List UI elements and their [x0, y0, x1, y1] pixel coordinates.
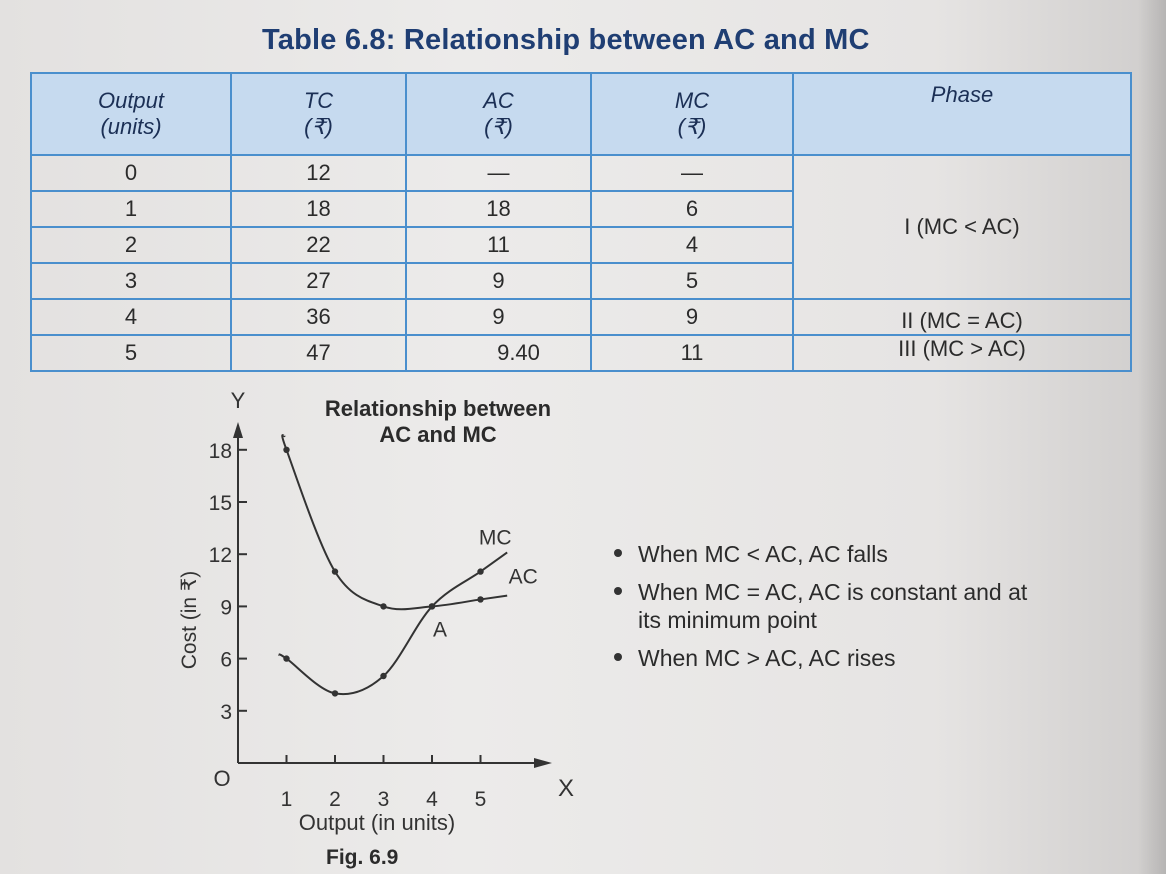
- table-title: Table 6.8: Relationship between AC and M…: [262, 24, 870, 56]
- series-label-ac: AC: [509, 566, 538, 589]
- y-tick-label: 18: [209, 440, 232, 463]
- origin-label: O: [213, 766, 230, 791]
- cell-output: 4: [30, 298, 232, 336]
- cell-tc: 27: [230, 262, 407, 300]
- y-axis-letter: Y: [231, 388, 246, 413]
- data-point-ac: [331, 568, 339, 575]
- cell-ac: —: [405, 154, 592, 192]
- table-row: 0 12 — — I (MC < AC): [30, 154, 1132, 300]
- cell-tc: 36: [230, 298, 407, 336]
- header-ac: AC (₹): [405, 72, 592, 156]
- x-axis-label: Output (in units): [299, 810, 456, 835]
- cell-output: 3: [30, 262, 232, 300]
- cell-output: 5: [30, 334, 232, 372]
- x-tick-label: 3: [378, 788, 390, 811]
- cell-mc: 4: [590, 226, 794, 264]
- cell-mc: 6: [590, 190, 794, 228]
- x-axis-letter: X: [558, 775, 574, 802]
- y-axis-arrow-icon: [233, 422, 243, 438]
- cell-mc: 9: [590, 298, 794, 336]
- bullet-icon: [614, 653, 622, 661]
- table-row: 1 18 18 6: [30, 190, 1131, 228]
- cell-output: 2: [30, 226, 232, 264]
- table-header-row: Output (units) TC (₹) AC (₹) MC (₹) Phase: [30, 72, 1132, 156]
- chart-title: Relationship between AC and MC: [308, 396, 568, 448]
- x-tick-label: 5: [475, 788, 487, 811]
- chart-title-line2: AC and MC: [379, 422, 497, 447]
- header-mc: MC (₹): [590, 72, 794, 156]
- table-row: 4 36 9 9 II (MC = AC): [30, 298, 1132, 336]
- y-axis-label: Cost (in ₹): [178, 571, 201, 670]
- data-point-mc: [428, 603, 436, 610]
- cell-mc: 5: [590, 262, 794, 300]
- cell-tc: 12: [230, 154, 407, 192]
- cell-ac: 11: [405, 226, 592, 264]
- key-point-3: When MC > AC, AC rises: [612, 644, 1052, 672]
- y-tick-label: 9: [220, 596, 232, 619]
- chart-title-line1: Relationship between: [324, 396, 552, 421]
- data-point-ac: [477, 596, 484, 603]
- cell-tc: 22: [230, 226, 407, 264]
- bullet-icon: [614, 549, 622, 557]
- header-phase: Phase: [792, 72, 1132, 156]
- cell-mc: 11: [590, 334, 794, 372]
- table-row: 5 47 9.40 11 III (MC > AC): [30, 334, 1132, 372]
- page-fold-shadow: [1138, 0, 1166, 874]
- data-point-ac: [283, 446, 290, 453]
- cell-output: 1: [30, 190, 232, 228]
- figure-caption: Fig. 6.9: [326, 846, 399, 869]
- cell-ac: 9: [405, 262, 592, 300]
- series-line-mc: [277, 551, 508, 696]
- y-tick-label: 3: [220, 701, 232, 724]
- ac-mc-table: Output (units) TC (₹) AC (₹) MC (₹) Phase 0 …: [30, 72, 1132, 372]
- data-point-ac: [380, 603, 387, 610]
- y-tick-label: 12: [209, 544, 232, 567]
- y-tick-label: 6: [220, 649, 232, 672]
- cell-mc: —: [590, 154, 794, 192]
- series-label-mc: MC: [479, 526, 512, 549]
- series-line-ac: [281, 434, 508, 611]
- data-point-mc: [283, 655, 290, 662]
- cell-tc: 47: [230, 334, 407, 372]
- x-tick-label: 1: [281, 788, 293, 811]
- cell-output: 0: [30, 154, 232, 192]
- cell-ac: 9.40: [405, 334, 592, 372]
- data-point-mc: [380, 672, 387, 680]
- phase-1-cell: I (MC < AC): [792, 154, 1132, 300]
- chart-marks: AC MC A: [277, 434, 538, 697]
- key-point-2: When MC = AC, AC is constant and at its …: [612, 578, 1052, 634]
- table-row: 3 27 9 5: [30, 262, 1131, 300]
- table-row: 2 22 11 4: [30, 226, 1131, 264]
- key-point-1: When MC < AC, AC falls: [612, 540, 1052, 568]
- header-tc: TC (₹): [230, 72, 407, 156]
- x-tick-label: 2: [329, 788, 341, 811]
- header-output: Output (units): [30, 72, 232, 156]
- cell-ac: 18: [405, 190, 592, 228]
- phase-2-cell: II (MC = AC): [792, 298, 1132, 336]
- cell-tc: 18: [230, 190, 407, 228]
- y-tick-label: 15: [209, 492, 232, 515]
- x-tick-label: 4: [426, 788, 438, 811]
- data-point-mc: [331, 690, 339, 697]
- x-axis-arrow-icon: [534, 758, 552, 768]
- cell-ac: 9: [405, 298, 592, 336]
- bullet-icon: [614, 587, 622, 595]
- key-points-list: When MC < AC, AC falls When MC = AC, AC …: [612, 540, 1052, 682]
- phase-3-cell: III (MC > AC): [792, 334, 1132, 372]
- point-a-annotation: A: [433, 618, 447, 641]
- data-point-mc: [477, 568, 484, 575]
